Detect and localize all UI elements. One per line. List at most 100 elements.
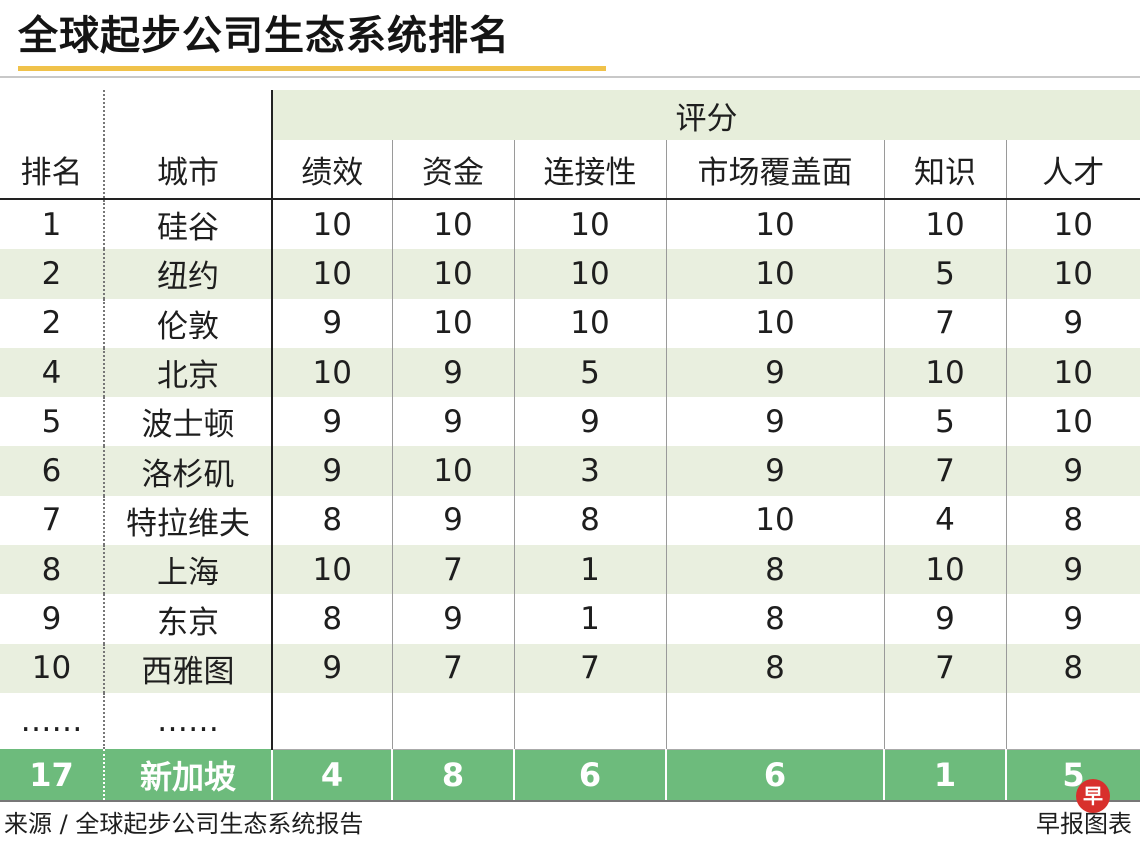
score-cell: 1 — [513, 594, 666, 644]
rank-cell: 5 — [0, 397, 105, 447]
score-cell: 10 — [271, 545, 392, 595]
score-cell: 4 — [271, 749, 392, 800]
score-cell: 10 — [271, 199, 392, 250]
score-cell: 8 — [665, 643, 884, 693]
score-cell: 10 — [1005, 249, 1140, 299]
score-header-performance: 绩效 — [271, 140, 392, 200]
city-cell: 新加坡 — [104, 749, 272, 800]
score-cell: 9 — [1005, 545, 1140, 595]
score-cell: 10 — [1005, 199, 1140, 250]
city-cell: 硅谷 — [157, 210, 219, 247]
city-cell: 特拉维夫 — [126, 505, 250, 542]
score-cell: 8 — [1005, 643, 1140, 693]
empty-cell — [271, 692, 392, 750]
score-cell: 10 — [391, 446, 514, 496]
score-cell: 10 — [271, 347, 392, 398]
title-underline — [18, 66, 606, 71]
score-cell: 1 — [883, 749, 1006, 800]
score-cell: 10 — [513, 249, 666, 299]
score-cell: 9 — [1005, 446, 1140, 496]
score-cell: 5 — [513, 347, 666, 398]
rank-cell: 17 — [0, 749, 105, 800]
highlight-row: 17 新加坡 4 8 6 6 1 5 — [0, 749, 1140, 800]
score-cell: 9 — [271, 397, 392, 447]
score-cell: 9 — [391, 347, 514, 398]
score-cell: 9 — [665, 347, 884, 398]
rank-cell: 9 — [0, 594, 105, 644]
page-title: 全球起步公司生态系统排名 — [18, 13, 510, 59]
score-cell: 9 — [883, 594, 1006, 644]
rank-cell: 10 — [0, 643, 105, 693]
score-cell: 10 — [665, 249, 884, 299]
score-cell: 8 — [271, 594, 392, 644]
score-cell: 7 — [883, 446, 1006, 496]
score-cell: 10 — [1005, 397, 1140, 447]
table-row: 10 西雅图 9 7 7 8 7 8 — [0, 643, 1140, 693]
score-cell: 8 — [665, 545, 884, 595]
top-divider — [0, 76, 1140, 78]
score-cell: 8 — [1005, 495, 1140, 546]
city-cell: 波士顿 — [141, 407, 235, 444]
score-cell: 10 — [391, 199, 514, 250]
score-cell: 7 — [883, 298, 1006, 348]
ranking-table: 评分 排名 城市 绩效 资金 连接性 市场覆盖面 知识 人才 1 硅谷 10 10 10… — [0, 90, 1140, 800]
score-cell: 3 — [513, 446, 666, 496]
table-row: 4 北京 10 9 5 9 10 10 — [0, 347, 1140, 398]
source-note: 来源 / 全球起步公司生态系统报告 — [4, 810, 364, 838]
empty-cell — [1005, 692, 1140, 750]
score-cell: 4 — [883, 495, 1006, 546]
city-cell: 东京 — [157, 604, 219, 641]
title-block: 全球起步公司生态系统排名 — [18, 10, 510, 62]
score-cell: 8 — [391, 749, 514, 800]
table-row: 6 洛杉矶 9 10 3 9 7 9 — [0, 446, 1140, 496]
table-row: 5 波士顿 9 9 9 9 5 10 — [0, 397, 1140, 447]
city-header: 城市 — [104, 140, 272, 200]
score-cell: 10 — [391, 249, 514, 299]
ellipsis-row: …… …… — [0, 692, 1140, 750]
score-cell: 10 — [665, 495, 884, 546]
bottom-divider — [0, 800, 1140, 802]
header-group-row: 评分 — [0, 90, 1140, 140]
score-cell: 8 — [271, 495, 392, 546]
table-row: 2 纽约 10 10 10 10 5 10 — [0, 249, 1140, 299]
score-cell: 5 — [1005, 749, 1140, 800]
score-cell: 8 — [665, 594, 884, 644]
score-cell: 7 — [391, 643, 514, 693]
score-cell: 9 — [271, 643, 392, 693]
score-cell: 10 — [1005, 347, 1140, 398]
rank-cell: 2 — [0, 298, 105, 348]
score-cell: 7 — [513, 643, 666, 693]
city-cell: 上海 — [104, 545, 272, 595]
table-row: 7 特拉维夫 8 9 8 10 4 8 — [0, 495, 1140, 546]
score-header-talent: 人才 — [1005, 140, 1140, 200]
city-cell: 伦敦 — [157, 308, 219, 345]
score-cell: 9 — [271, 298, 392, 348]
city-ellipsis: …… — [157, 703, 219, 740]
header-row: 排名 城市 绩效 资金 连接性 市场覆盖面 知识 人才 — [0, 140, 1140, 200]
score-cell: 1 — [513, 545, 666, 595]
score-cell: 10 — [883, 347, 1006, 398]
score-cell: 10 — [665, 199, 884, 250]
empty-cell — [665, 692, 884, 750]
score-cell: 10 — [883, 199, 1006, 250]
empty-cell — [513, 692, 666, 750]
empty-cell — [883, 692, 1006, 750]
score-cell: 6 — [665, 749, 884, 800]
score-cell: 10 — [391, 298, 514, 348]
city-cell: 纽约 — [104, 249, 272, 299]
table-row: 2 伦敦 9 10 10 10 7 9 — [0, 298, 1140, 348]
score-cell: 9 — [391, 495, 514, 546]
city-cell: 北京 — [104, 347, 272, 398]
score-cell: 7 — [883, 643, 1006, 693]
score-cell: 10 — [513, 298, 666, 348]
score-cell: 9 — [271, 446, 392, 496]
score-cell: 8 — [513, 495, 666, 546]
graphic-credit: 早报图表 — [1036, 810, 1132, 838]
score-cell: 9 — [391, 397, 514, 447]
rank-cell: 8 — [0, 545, 105, 595]
city-cell: 西雅图 — [104, 643, 272, 693]
zaobao-logo: 早 — [1076, 779, 1110, 813]
score-cell: 10 — [271, 249, 392, 299]
score-header-knowledge: 知识 — [883, 140, 1006, 200]
score-cell: 9 — [391, 594, 514, 644]
